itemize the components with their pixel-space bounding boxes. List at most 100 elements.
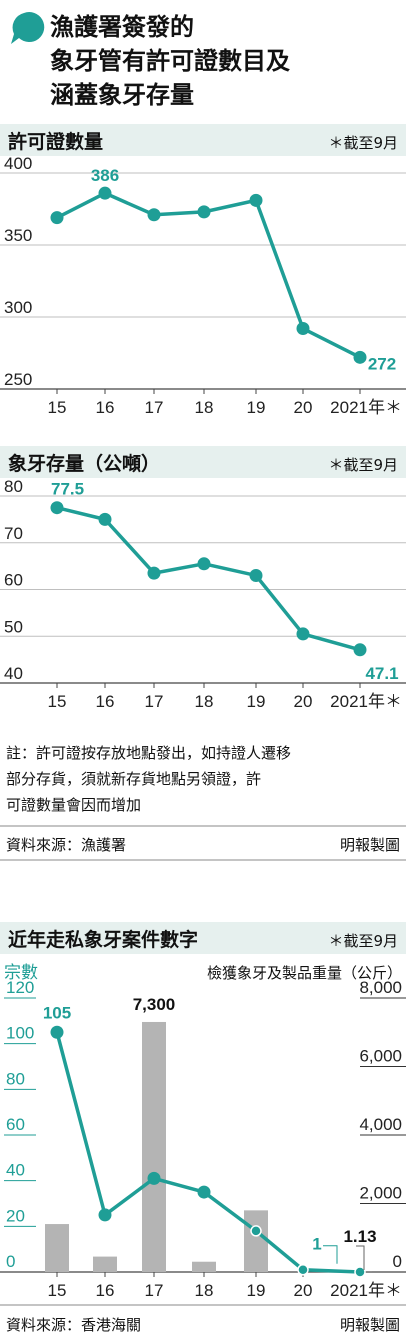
left-tick-label: 60 [6,1115,25,1134]
bar [142,1021,166,1272]
data-label: 105 [43,1003,71,1022]
data-point [50,1025,64,1039]
footnote: ＊截至9月 [328,456,398,474]
x-tick-label: 18 [195,1281,214,1300]
note: 註：許可證按存放地點發出，如持證人遷移 部分存貨，須就新存貨地點另領證，許 可證… [6,744,291,814]
marks: 105 7,300 1 1.13 [43,995,377,1278]
x-tick-label: 20 [294,692,313,711]
x-tick-label: 17 [145,1281,164,1300]
data-point [147,208,161,222]
x-tick-label: 17 [145,692,164,711]
marks: 77.5 47.1 [50,480,399,683]
source-right: 明報製圖 [340,1316,400,1334]
data-point [296,322,310,336]
x-tick-label: 18 [195,398,214,417]
chart-title: 許可證數量 [8,130,103,153]
x-tick-label: 15 [48,1281,67,1300]
right-tick-label: 6,000 [359,1047,402,1066]
bar [244,1210,268,1272]
data-label: 1 [312,1235,321,1254]
y-tick-label: 40 [4,664,23,683]
data-point [147,1171,161,1185]
data-label: 272 [368,354,396,373]
note-line-1: 註：許可證按存放地點發出，如持證人遷移 [6,744,291,762]
x-tick-label: 19 [247,1281,266,1300]
x-tick-label: 16 [96,1281,115,1300]
x-tick-label: 19 [247,398,266,417]
right-axis-name: 檢獲象牙及製品重量（公斤） [207,964,402,982]
data-point [296,627,310,641]
bar [93,1256,117,1272]
x-tick-label: 15 [48,398,67,417]
right-tick-label: 0 [393,1252,402,1271]
chart-permits: 許可證數量 ＊截至9月 400 350 300 250 15 16 17 18 19 20 2021… [0,124,406,417]
data-label: 47.1 [365,664,398,683]
y-tick-label: 60 [4,571,23,590]
title-line-3: 涵蓋象牙存量 [50,81,194,109]
section-band [0,446,406,478]
data-point [353,350,367,364]
bar [45,1224,69,1272]
x-tick-label: 2021年＊ [330,692,402,711]
data-point [353,643,367,657]
data-label: 7,300 [133,995,176,1014]
x-tick-label: 20 [294,1281,313,1300]
data-point [50,211,64,225]
data-point [197,1185,211,1199]
data-point [98,512,112,526]
data-point [197,205,211,219]
x-tick-label: 16 [96,692,115,711]
title-line-2: 象牙管有許可證數目及 [50,47,290,75]
y-tick-label: 400 [4,154,32,173]
x-tick-label: 17 [145,398,164,417]
data-point [98,1208,112,1222]
right-tick-label: 4,000 [359,1115,402,1134]
x-tick-label: 16 [96,398,115,417]
source-left: 資料來源：漁護署 [6,836,126,854]
data-point [354,1266,366,1278]
data-point [250,1225,262,1237]
chart-ivory-stock: 象牙存量（公噸） ＊截至9月 80 70 60 50 40 15 16 17 18 19 20 202… [0,446,406,711]
bar [192,1261,216,1272]
data-point [98,186,112,200]
x-tick-label: 15 [48,692,67,711]
right-tick-label: 8,000 [359,978,402,997]
left-tick-label: 120 [6,978,34,997]
bars [45,1021,372,1272]
leader-line [356,1245,365,1270]
right-tick-label: 2,000 [359,1184,402,1203]
series-line [56,191,361,359]
left-tick-label: 100 [6,1024,34,1043]
series-line [56,505,361,652]
left-tick-label: 80 [6,1069,25,1088]
data-label: 1.13 [343,1227,376,1246]
y-tick-label: 70 [4,524,23,543]
left-tick-label: 0 [6,1252,15,1271]
note-line-3: 可證數量會因而增加 [6,796,141,814]
speech-bubble-icon [11,12,45,45]
data-point [147,566,161,580]
grid: 400 350 300 250 15 16 17 18 19 20 2021年＊ [0,154,406,417]
source-right: 明報製圖 [340,836,400,854]
y-tick-label: 80 [4,477,23,496]
x-tick-label: 2021年＊ [330,398,402,417]
left-tick-label: 20 [6,1206,25,1225]
footnote: ＊截至9月 [328,932,398,950]
left-axis-name: 宗數 [4,963,38,982]
data-point [249,568,263,582]
grid: 80 70 60 50 40 15 16 17 18 19 20 2021年＊ [0,477,406,711]
x-tick-label: 18 [195,692,214,711]
footnote: ＊截至9月 [328,134,398,152]
y-tick-label: 350 [4,226,32,245]
data-point [50,501,64,515]
note-line-2: 部分存貨，須就新存貨地點另領證，許 [6,770,261,788]
chart-smuggling: 近年走私象牙案件數字 ＊截至9月 宗數 檢獲象牙及製品重量（公斤） 120100… [0,922,406,1300]
data-point [249,193,263,207]
y-tick-label: 300 [4,298,32,317]
y-tick-label: 50 [4,617,23,636]
title-line-1: 漁護署簽發的 [50,13,194,41]
left-tick-label: 40 [6,1161,25,1180]
source-left: 資料來源：香港海關 [6,1316,141,1334]
data-point [197,557,211,571]
